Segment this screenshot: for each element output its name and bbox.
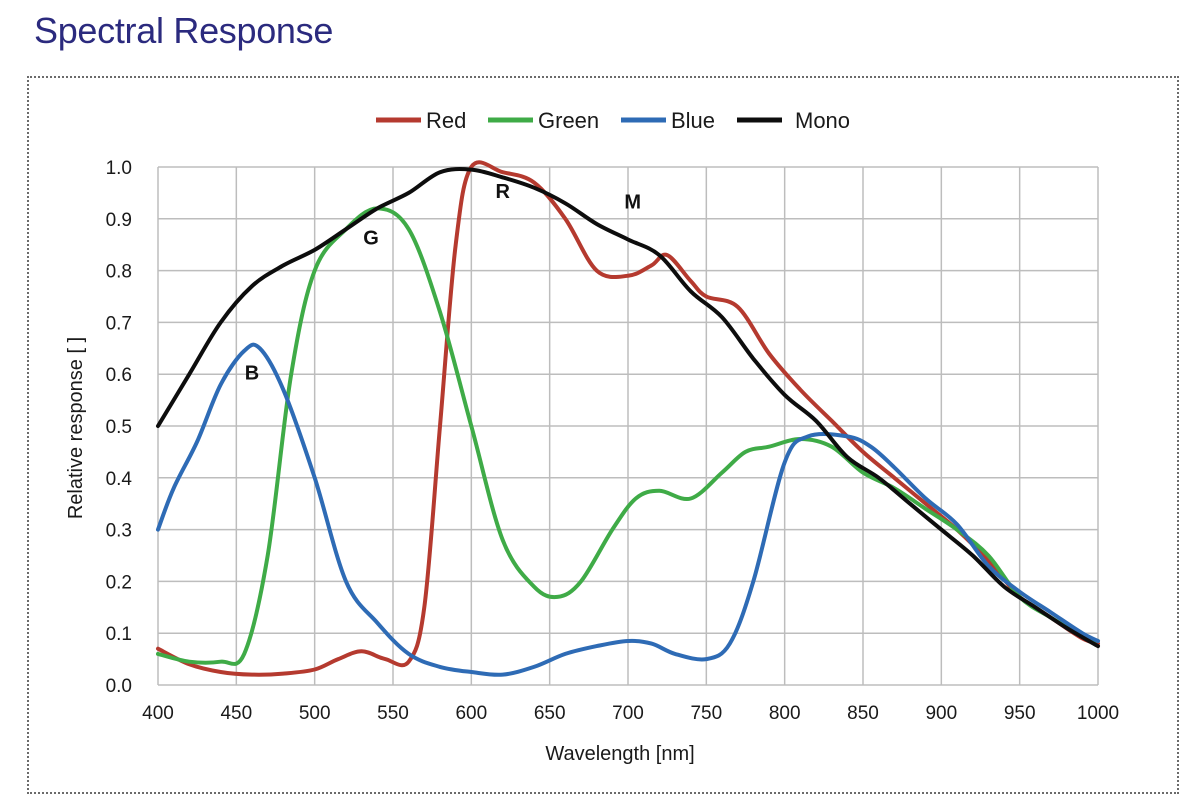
y-tick-label: 0.6 [106, 365, 132, 386]
y-tick-label: 0.1 [106, 624, 132, 645]
x-tick-label: 1000 [1077, 703, 1119, 724]
series-line-red [156, 160, 1100, 677]
x-tick-label: 650 [534, 703, 566, 724]
y-tick-label: 0.4 [106, 469, 133, 490]
chart-frame [27, 76, 1179, 794]
curve-label-m: M [624, 191, 641, 213]
y-tick-label: 0.5 [106, 417, 132, 438]
grid [157, 166, 1099, 686]
x-tick-label: 400 [142, 703, 174, 724]
y-tick-label: 1.0 [106, 158, 132, 179]
x-tick-label: 550 [377, 703, 409, 724]
legend-label-red: Red [426, 108, 466, 133]
y-tick-label: 0.0 [106, 676, 132, 697]
y-tick-label: 0.7 [106, 313, 132, 334]
x-tick-label: 500 [299, 703, 331, 724]
series-lines [156, 160, 1100, 677]
x-axis-label: Wavelength [nm] [545, 743, 694, 765]
y-tick-label: 0.9 [106, 210, 132, 231]
series-line-mono [156, 166, 1100, 649]
x-tick-label: 850 [847, 703, 879, 724]
legend-label-blue: Blue [671, 108, 715, 133]
curve-label-g: G [363, 228, 379, 250]
legend: Red Green Blue Mono [376, 108, 850, 133]
y-tick-label: 0.8 [106, 262, 132, 283]
series-line-green [156, 206, 1100, 666]
x-tick-label: 600 [455, 703, 487, 724]
y-axis-label: Relative response [ ] [65, 337, 87, 519]
x-tick-label: 700 [612, 703, 644, 724]
y-tick-label: 0.3 [106, 521, 132, 542]
x-tick-label: 450 [220, 703, 252, 724]
x-tick-label: 900 [925, 703, 957, 724]
series-line-blue [156, 342, 1100, 677]
legend-label-mono: Mono [795, 108, 850, 133]
x-tick-label: 800 [769, 703, 801, 724]
legend-label-green: Green [538, 108, 599, 133]
page-title: Spectral Response [34, 10, 334, 51]
curve-labels: B G R M [245, 181, 641, 384]
x-tick-label: 750 [690, 703, 722, 724]
x-tick-label: 950 [1004, 703, 1036, 724]
tick-labels: 400 450 500 550 600 650 700 750 800 850 900 950 1000… [106, 158, 1120, 724]
curve-label-r: R [495, 181, 510, 203]
y-tick-label: 0.2 [106, 572, 132, 593]
curve-label-b: B [245, 362, 259, 384]
